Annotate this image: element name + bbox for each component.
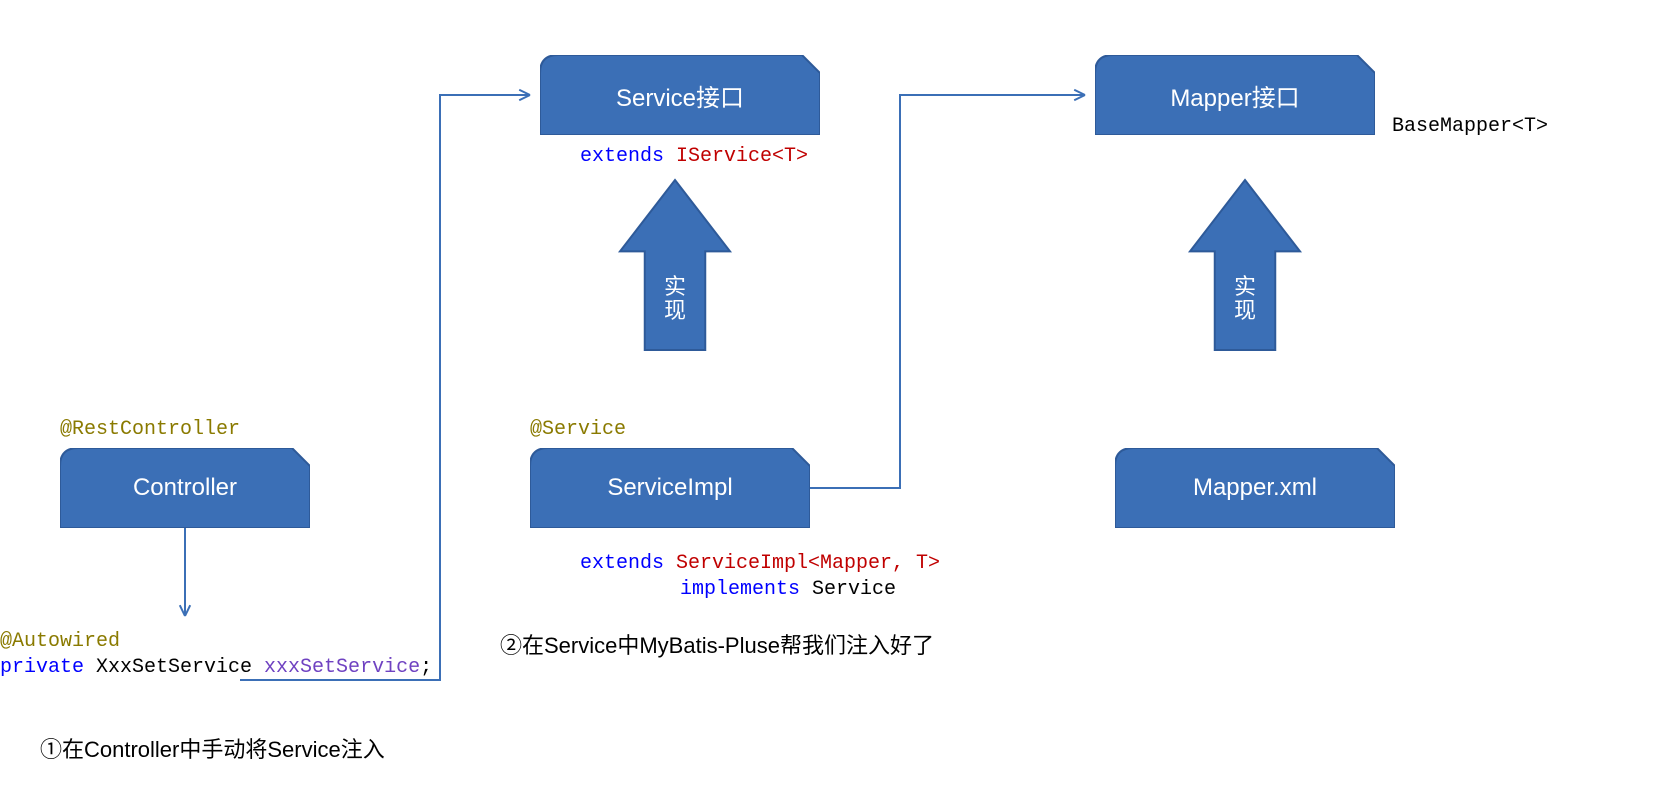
note-1: ①在Controller中手动将Service注入 (40, 732, 385, 764)
service-interface-label: Service接口 (616, 78, 744, 113)
implements-service-code: implements Service (680, 578, 896, 601)
base-mapper-text: BaseMapper<T> (1392, 115, 1548, 138)
service-annotation: @Service (530, 418, 626, 441)
mapper-xml-label: Mapper.xml (1193, 474, 1317, 502)
autowired-annotation: @Autowired (0, 630, 120, 653)
rest-controller-annotation: @RestController (60, 418, 240, 441)
controller-label: Controller (133, 474, 237, 502)
extends-iservice-code: extends IService<T> (580, 145, 808, 168)
note-2: ②在Service中MyBatis-Pluse帮我们注入好了 (500, 628, 934, 660)
mapper-interface-label: Mapper接口 (1170, 78, 1299, 113)
service-impl-label: ServiceImpl (607, 474, 732, 502)
private-field-code: private XxxSetService xxxSetService; (0, 656, 432, 679)
extends-serviceimpl-code: extends ServiceImpl<Mapper, T> (580, 552, 940, 575)
